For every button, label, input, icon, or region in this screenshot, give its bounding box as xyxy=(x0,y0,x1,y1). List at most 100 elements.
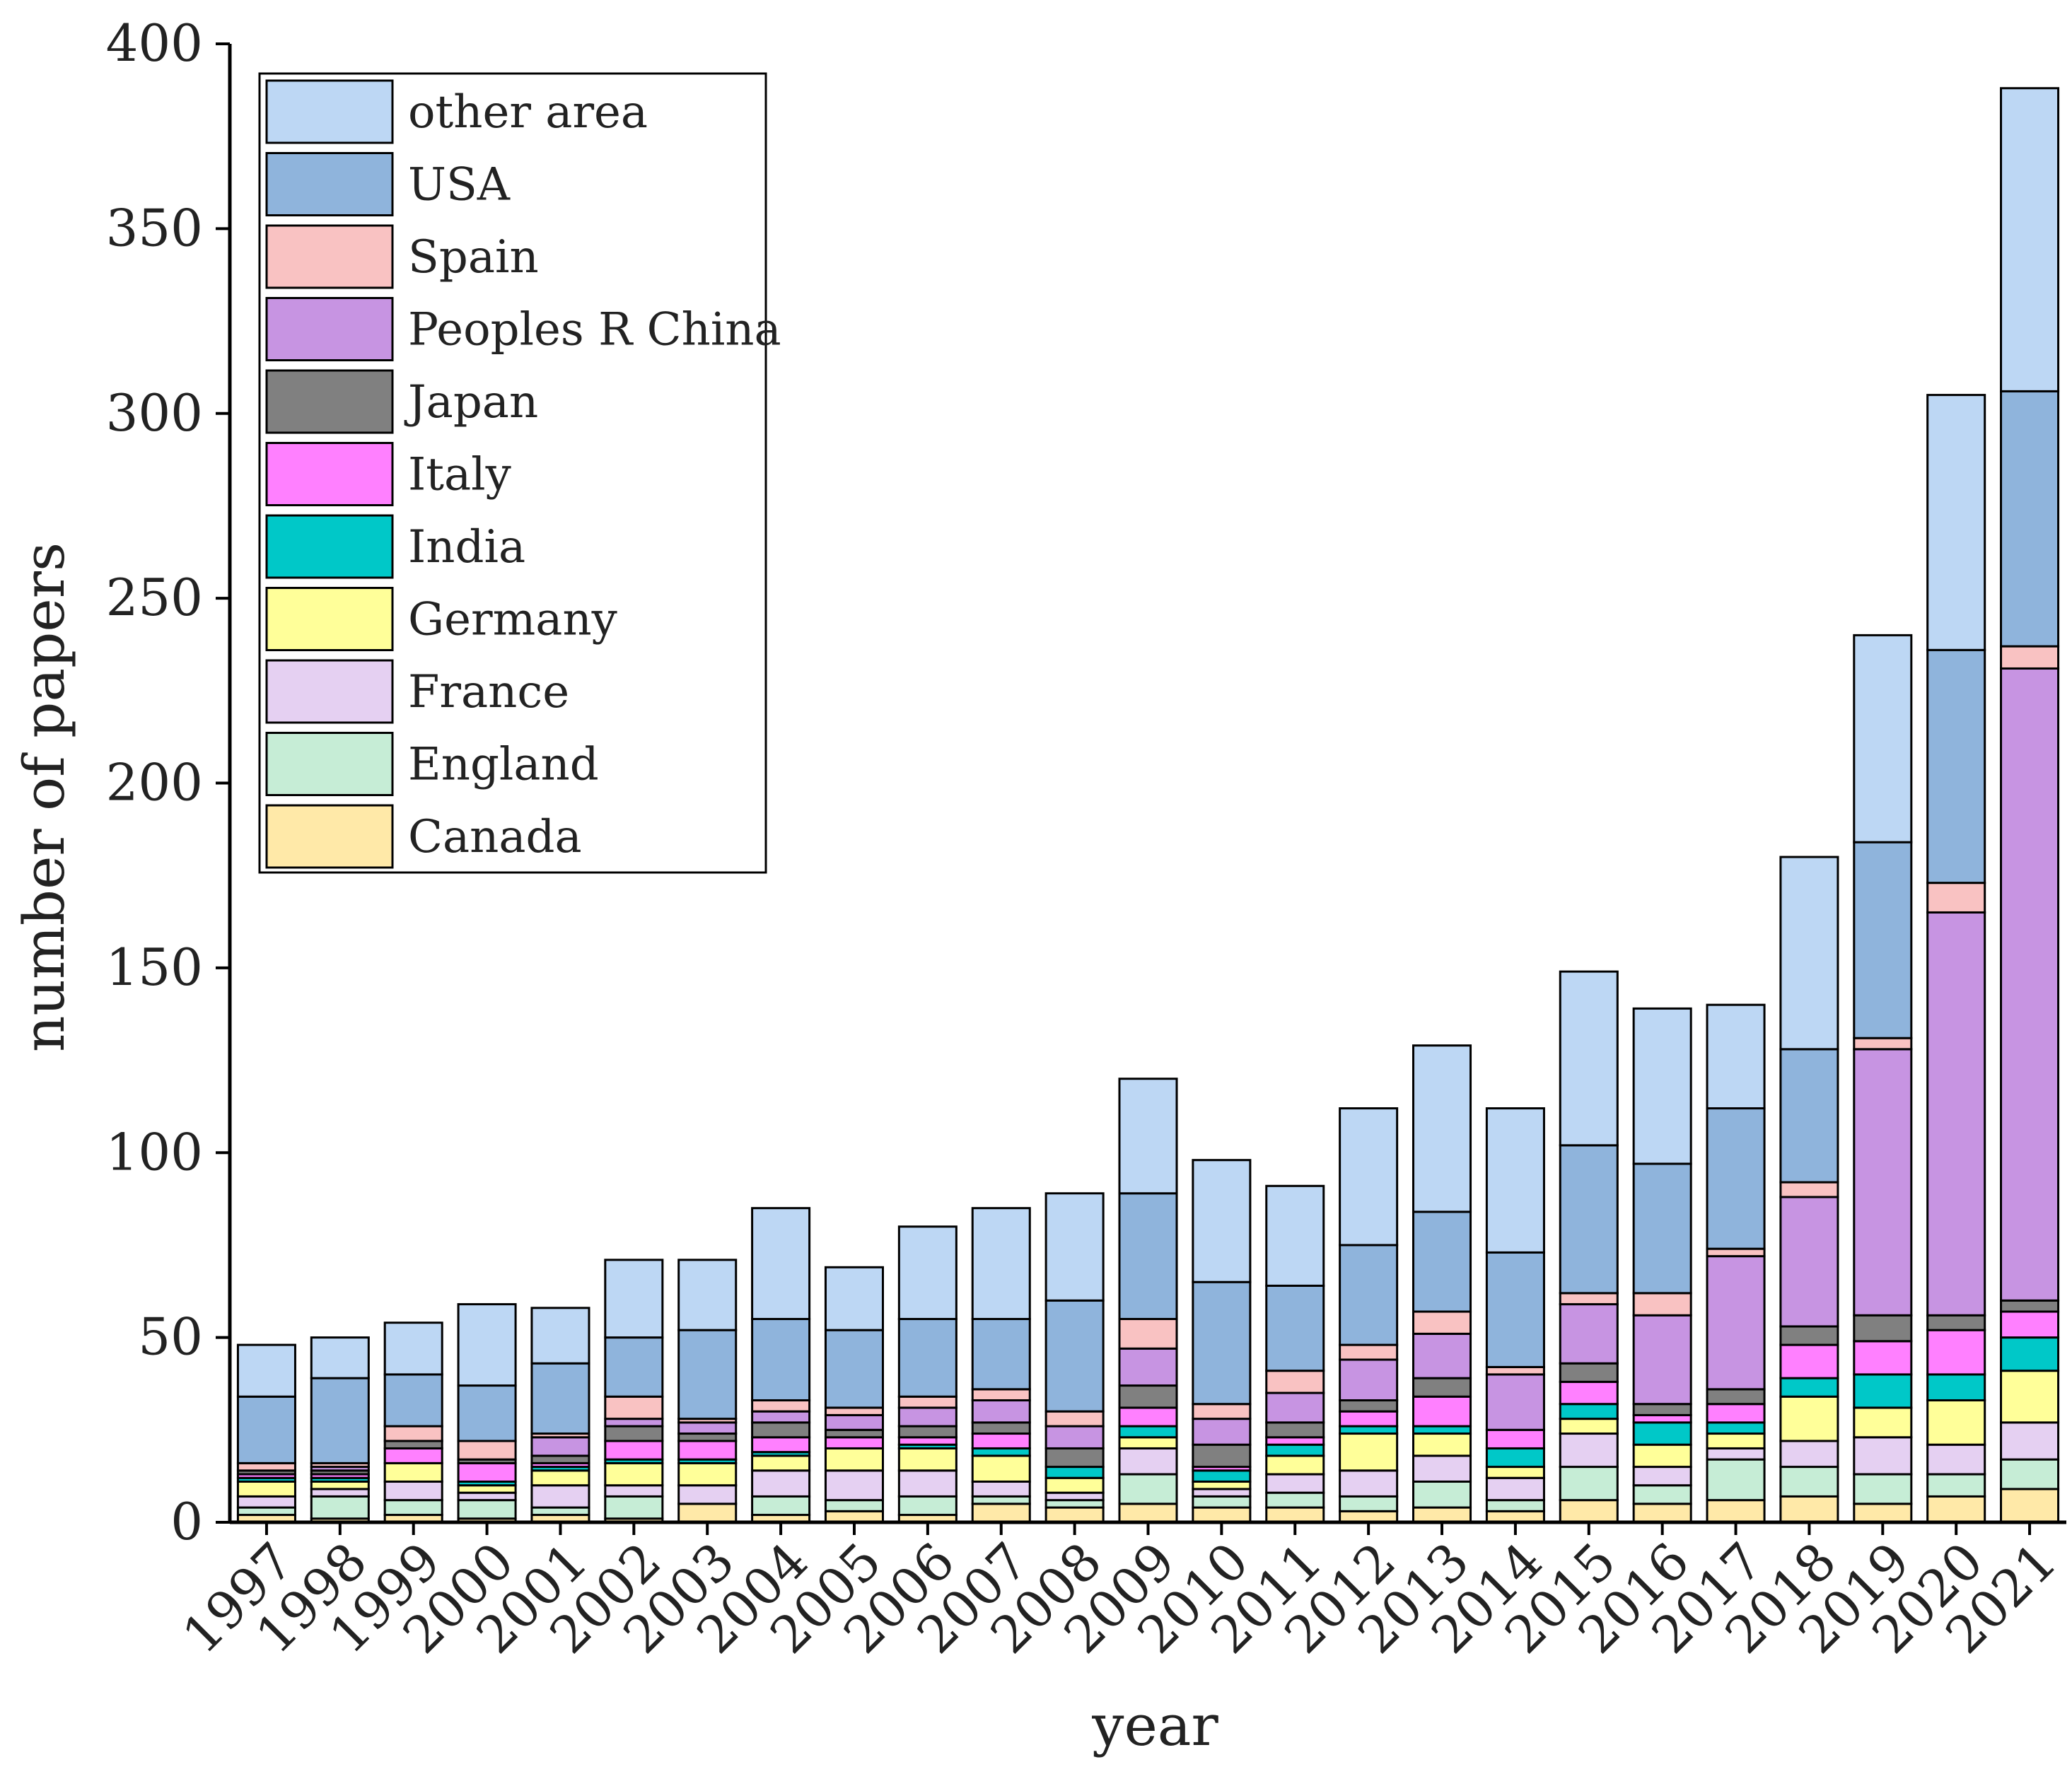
bar-segment xyxy=(1265,1370,1325,1394)
bar-segment xyxy=(1192,1159,1252,1283)
bar-segment xyxy=(1706,1403,1766,1424)
bar-segment xyxy=(1412,1210,1472,1313)
bar-segment xyxy=(1926,1373,1986,1401)
bar-segment xyxy=(1485,1476,1545,1502)
bar-segment xyxy=(1853,634,1913,844)
bar-segment xyxy=(824,1499,884,1512)
bar-segment xyxy=(236,1480,296,1498)
bar-segment xyxy=(1779,1440,1839,1469)
y-tick-label: 50 xyxy=(138,1307,203,1367)
bar-segment xyxy=(604,1259,664,1339)
bar-segment xyxy=(971,1432,1031,1449)
bar-segment xyxy=(1192,1495,1252,1509)
bar-segment xyxy=(1265,1454,1325,1476)
bar-segment xyxy=(236,1343,296,1398)
legend-label: India xyxy=(408,521,525,573)
bar-segment xyxy=(1559,1380,1619,1406)
bar-segment xyxy=(1779,1495,1839,1524)
bar-segment xyxy=(236,1495,296,1509)
bar-segment xyxy=(897,1447,958,1472)
bar-segment xyxy=(383,1425,443,1442)
bar-segment xyxy=(751,1410,811,1424)
bar-segment xyxy=(1926,394,1986,651)
bar-segment xyxy=(310,1495,370,1520)
y-tick-label: 0 xyxy=(170,1492,203,1551)
bar-segment xyxy=(1559,1362,1619,1383)
bar-segment xyxy=(1339,1432,1399,1472)
legend-label: USA xyxy=(408,159,511,211)
bar-segment xyxy=(2000,645,2060,670)
bar-segment xyxy=(1926,911,1986,1317)
bar-segment xyxy=(1706,1247,1766,1258)
bar-segment xyxy=(1044,1466,1105,1479)
bar-segment xyxy=(530,1436,590,1457)
bar-segment xyxy=(1706,1432,1766,1449)
bar-segment xyxy=(1632,1484,1692,1505)
bar-segment xyxy=(1632,1413,1692,1424)
bar-segment xyxy=(971,1207,1031,1320)
bar-segment xyxy=(1779,1181,1839,1198)
bar-segment xyxy=(604,1425,664,1442)
bar-segment xyxy=(2000,390,2060,648)
y-ticks-group: 0 50 100 150 200 250 300 350 400 xyxy=(106,13,230,1551)
x-axis-title: year xyxy=(1091,1693,1218,1758)
bar-segment xyxy=(1485,1373,1545,1431)
bar-segment xyxy=(1118,1078,1178,1195)
bar-segment xyxy=(677,1484,738,1505)
legend-swatch xyxy=(265,804,394,869)
bar-segment xyxy=(604,1336,664,1398)
bar-segment xyxy=(824,1329,884,1409)
bar-segment xyxy=(1485,1428,1545,1449)
bar-segment xyxy=(1118,1425,1178,1439)
legend: other area USA Spain Peoples R China Japan It… xyxy=(258,72,781,874)
bar-segment xyxy=(1853,841,1913,1039)
legend-swatch xyxy=(265,79,394,144)
bar-segment xyxy=(2000,1458,2060,1490)
legend-label: France xyxy=(408,666,569,718)
bar-segment xyxy=(897,1317,958,1398)
bar-segment xyxy=(2000,1299,2060,1313)
bar-segment xyxy=(1044,1499,1105,1509)
bar-segment xyxy=(1339,1343,1399,1361)
bar-segment xyxy=(1044,1410,1105,1428)
y-tick-label: 150 xyxy=(106,938,203,997)
bar-segment xyxy=(1485,1251,1545,1368)
bar-segment xyxy=(1632,1443,1692,1469)
bar-segment xyxy=(751,1436,811,1454)
bar-segment xyxy=(1485,1466,1545,1479)
bar-segment xyxy=(971,1388,1031,1401)
bar-segment xyxy=(1265,1506,1325,1524)
bar-segment xyxy=(1853,1340,1913,1376)
bar-segment xyxy=(604,1395,664,1420)
bar-segment xyxy=(1632,1292,1692,1317)
bar-segment xyxy=(824,1447,884,1472)
bar-segment xyxy=(604,1495,664,1520)
bar-segment xyxy=(1339,1358,1399,1401)
bar-segment xyxy=(1265,1284,1325,1372)
bar-segment xyxy=(383,1480,443,1502)
bar-segment xyxy=(457,1491,517,1502)
bar-segment xyxy=(1559,1499,1619,1524)
bar-segment xyxy=(530,1469,590,1487)
bar-segment xyxy=(971,1317,1031,1391)
bar-segment xyxy=(1339,1399,1399,1413)
legend-label: Canada xyxy=(408,811,582,863)
bar-segment xyxy=(1853,1406,1913,1439)
bar-segment xyxy=(530,1454,590,1464)
bar-segment xyxy=(1559,1466,1619,1502)
bar-segment xyxy=(1265,1491,1325,1509)
bar-segment xyxy=(1412,1480,1472,1509)
bar-segment xyxy=(897,1469,958,1498)
bar-segment xyxy=(1265,1443,1325,1457)
bar-segment xyxy=(1192,1418,1252,1446)
bar-segment xyxy=(1853,1373,1913,1409)
bar-segment xyxy=(457,1484,517,1494)
bar-segment xyxy=(1632,1502,1692,1524)
legend-swatch xyxy=(265,732,394,796)
bar-segment xyxy=(751,1399,811,1413)
legend-label: England xyxy=(408,739,599,791)
bar-segment xyxy=(1926,1329,1986,1376)
bar-segment xyxy=(971,1454,1031,1483)
legend-swatch xyxy=(265,587,394,651)
legend-label: Spain xyxy=(408,231,539,284)
